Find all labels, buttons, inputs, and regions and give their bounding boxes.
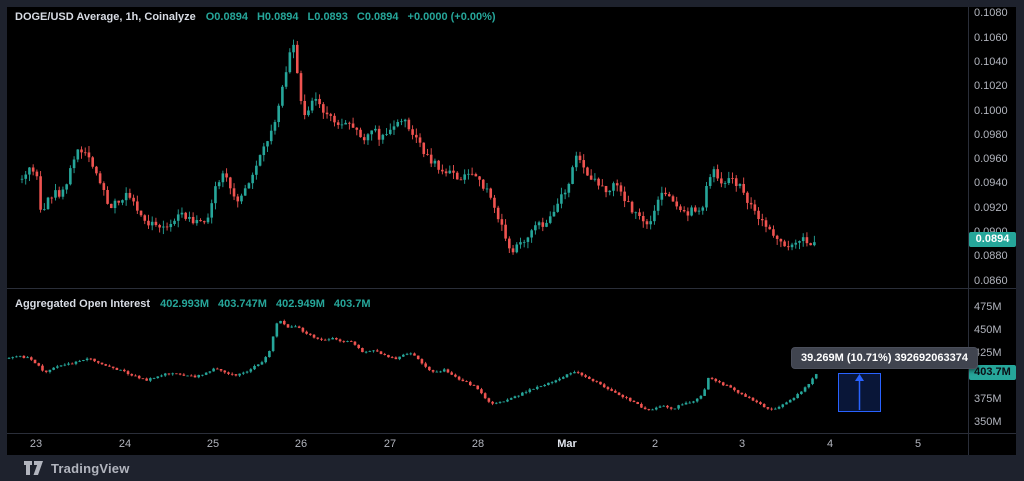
time-tick-label: 4: [826, 438, 834, 450]
time-tick-label: 2: [651, 438, 659, 450]
symbol-title: DOGE/USD Average, 1h, Coinalyze: [15, 11, 196, 23]
time-tick-label: 23: [29, 438, 43, 450]
oi-tick-label: 450M: [974, 324, 1002, 336]
price-tick-label: 0.1020: [974, 80, 1008, 93]
price-tick-label: 0.0940: [974, 177, 1008, 190]
ohlc-low: L0.0893: [307, 11, 348, 23]
oi-title: Aggregated Open Interest: [15, 298, 151, 310]
time-tick-label: 3: [738, 438, 746, 450]
chart-surface[interactable]: [7, 7, 1016, 455]
time-tick-label: Mar: [557, 438, 577, 450]
measure-arrow-icon: [855, 374, 864, 410]
oi-tick-label: 375M: [974, 393, 1002, 405]
time-tick-label: 24: [118, 438, 132, 450]
last-oi-label: 403.7M: [969, 365, 1016, 381]
oi-tick-label: 475M: [974, 301, 1002, 313]
price-scale-divider: [968, 7, 969, 455]
oi-tick-label: 425M: [974, 347, 1002, 359]
time-tick-label: 26: [294, 438, 308, 450]
tradingview-brand-link[interactable]: TradingView: [51, 460, 130, 476]
price-tick-label: 0.1040: [974, 55, 1008, 68]
time-tick-label: 28: [471, 438, 485, 450]
price-tick-label: 0.0960: [974, 153, 1008, 166]
time-tick-label: 25: [206, 438, 220, 450]
tradingview-logo-icon[interactable]: [24, 461, 43, 475]
price-tick-label: 0.0920: [974, 201, 1008, 214]
oi-candles: [7, 319, 818, 411]
price-tick-label: 0.1080: [974, 7, 1008, 20]
main-legend[interactable]: DOGE/USD Average, 1h, Coinalyze O0.0894 H0…: [15, 11, 505, 23]
time-tick-label: 5: [914, 438, 922, 450]
price-tick-label: 0.0860: [974, 274, 1008, 287]
oi-tick-label: 350M: [974, 416, 1002, 428]
footer-bar: TradingView: [0, 455, 1024, 481]
oi-value-high: 403.747M: [218, 298, 267, 310]
oi-legend[interactable]: Aggregated Open Interest 402.993M 403.747M…: [15, 298, 380, 310]
time-tick-label: 27: [383, 438, 397, 450]
oi-value-low: 402.949M: [275, 298, 325, 310]
price-tick-label: 0.1060: [974, 31, 1008, 44]
pane-divider[interactable]: [7, 288, 1016, 289]
measure-tool-selection[interactable]: [838, 373, 881, 412]
time-axis-divider: [7, 433, 1016, 434]
price-tick-label: 0.0980: [974, 128, 1008, 141]
price-tick-label: 0.1000: [974, 104, 1008, 117]
price-candles: [20, 39, 816, 255]
oi-value-close: 403.7M: [333, 298, 371, 310]
ohlc-high: H0.0894: [256, 11, 299, 23]
ohlc-close: C0.0894: [356, 11, 399, 23]
last-price-label: 0.0894: [969, 231, 1016, 247]
ohlc-open: O0.0894: [205, 11, 248, 23]
measure-tooltip: 39.269M (10.71%) 392692063374: [791, 347, 978, 369]
ohlc-change: +0.0000 (+0.00%): [407, 11, 496, 23]
oi-value-open: 402.993M: [160, 298, 210, 310]
price-tick-label: 0.0880: [974, 250, 1008, 263]
